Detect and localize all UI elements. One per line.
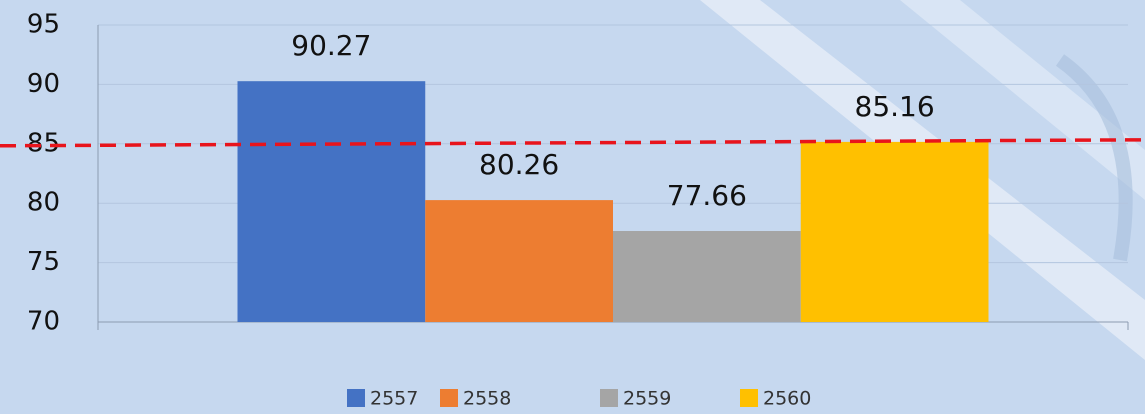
watermark-stripe	[900, 0, 1145, 200]
y-tick-label: 75	[27, 247, 60, 277]
y-tick-label: 95	[27, 10, 60, 40]
watermark-arc	[1055, 54, 1133, 262]
bar	[425, 200, 613, 322]
legend-swatch	[600, 389, 618, 407]
legend-swatch	[440, 389, 458, 407]
bar	[237, 81, 426, 322]
bar	[800, 141, 989, 322]
value-label: 77.66	[667, 179, 747, 212]
value-label: 85.16	[855, 90, 935, 123]
legend-swatch	[740, 389, 758, 407]
legend-label: 2559	[623, 388, 671, 410]
legend-swatch	[347, 389, 365, 407]
y-tick-label: 85	[27, 128, 60, 158]
legend-label: 2560	[763, 388, 811, 410]
y-tick-label: 90	[27, 69, 60, 99]
value-label: 90.27	[291, 29, 371, 62]
bar	[613, 230, 801, 322]
reference-line	[0, 138, 1145, 148]
value-label: 80.26	[479, 148, 559, 181]
y-tick-label: 70	[27, 307, 60, 337]
legend-label: 2558	[463, 388, 511, 410]
y-tick-label: 80	[27, 188, 60, 218]
legend-label: 2557	[370, 388, 418, 410]
